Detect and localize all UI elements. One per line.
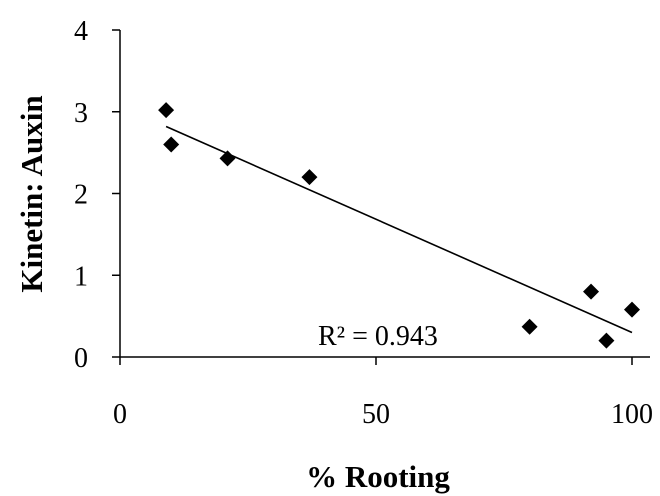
- r-squared-annotation: R² = 0.943: [318, 321, 438, 352]
- x-axis-title: % Rooting: [306, 459, 450, 494]
- data-point: [301, 169, 318, 186]
- x-tick-label: 100: [611, 399, 653, 430]
- data-point: [598, 332, 615, 349]
- data-point: [158, 102, 175, 119]
- y-tick-label: 2: [74, 180, 88, 211]
- y-tick-label: 1: [74, 261, 88, 292]
- y-tick-label: 0: [74, 343, 88, 374]
- data-point: [624, 301, 640, 318]
- data-point: [521, 318, 538, 335]
- y-tick-label: 3: [74, 98, 88, 129]
- x-tick-label: 0: [113, 399, 127, 430]
- trendline-group: [165, 125, 633, 334]
- axes: [119, 30, 650, 358]
- x-tick-label: 50: [362, 399, 390, 430]
- x-ticks: 0 50 100: [113, 357, 653, 430]
- data-point: [219, 150, 236, 167]
- y-axis-title: Kinetin: Auxin: [14, 95, 49, 292]
- data-points: [158, 102, 640, 349]
- y-ticks: 0 1 2 3 4: [74, 16, 120, 374]
- data-point: [163, 136, 180, 153]
- data-point: [583, 283, 600, 300]
- y-tick-label: 4: [74, 16, 88, 47]
- trendline: [165, 125, 633, 334]
